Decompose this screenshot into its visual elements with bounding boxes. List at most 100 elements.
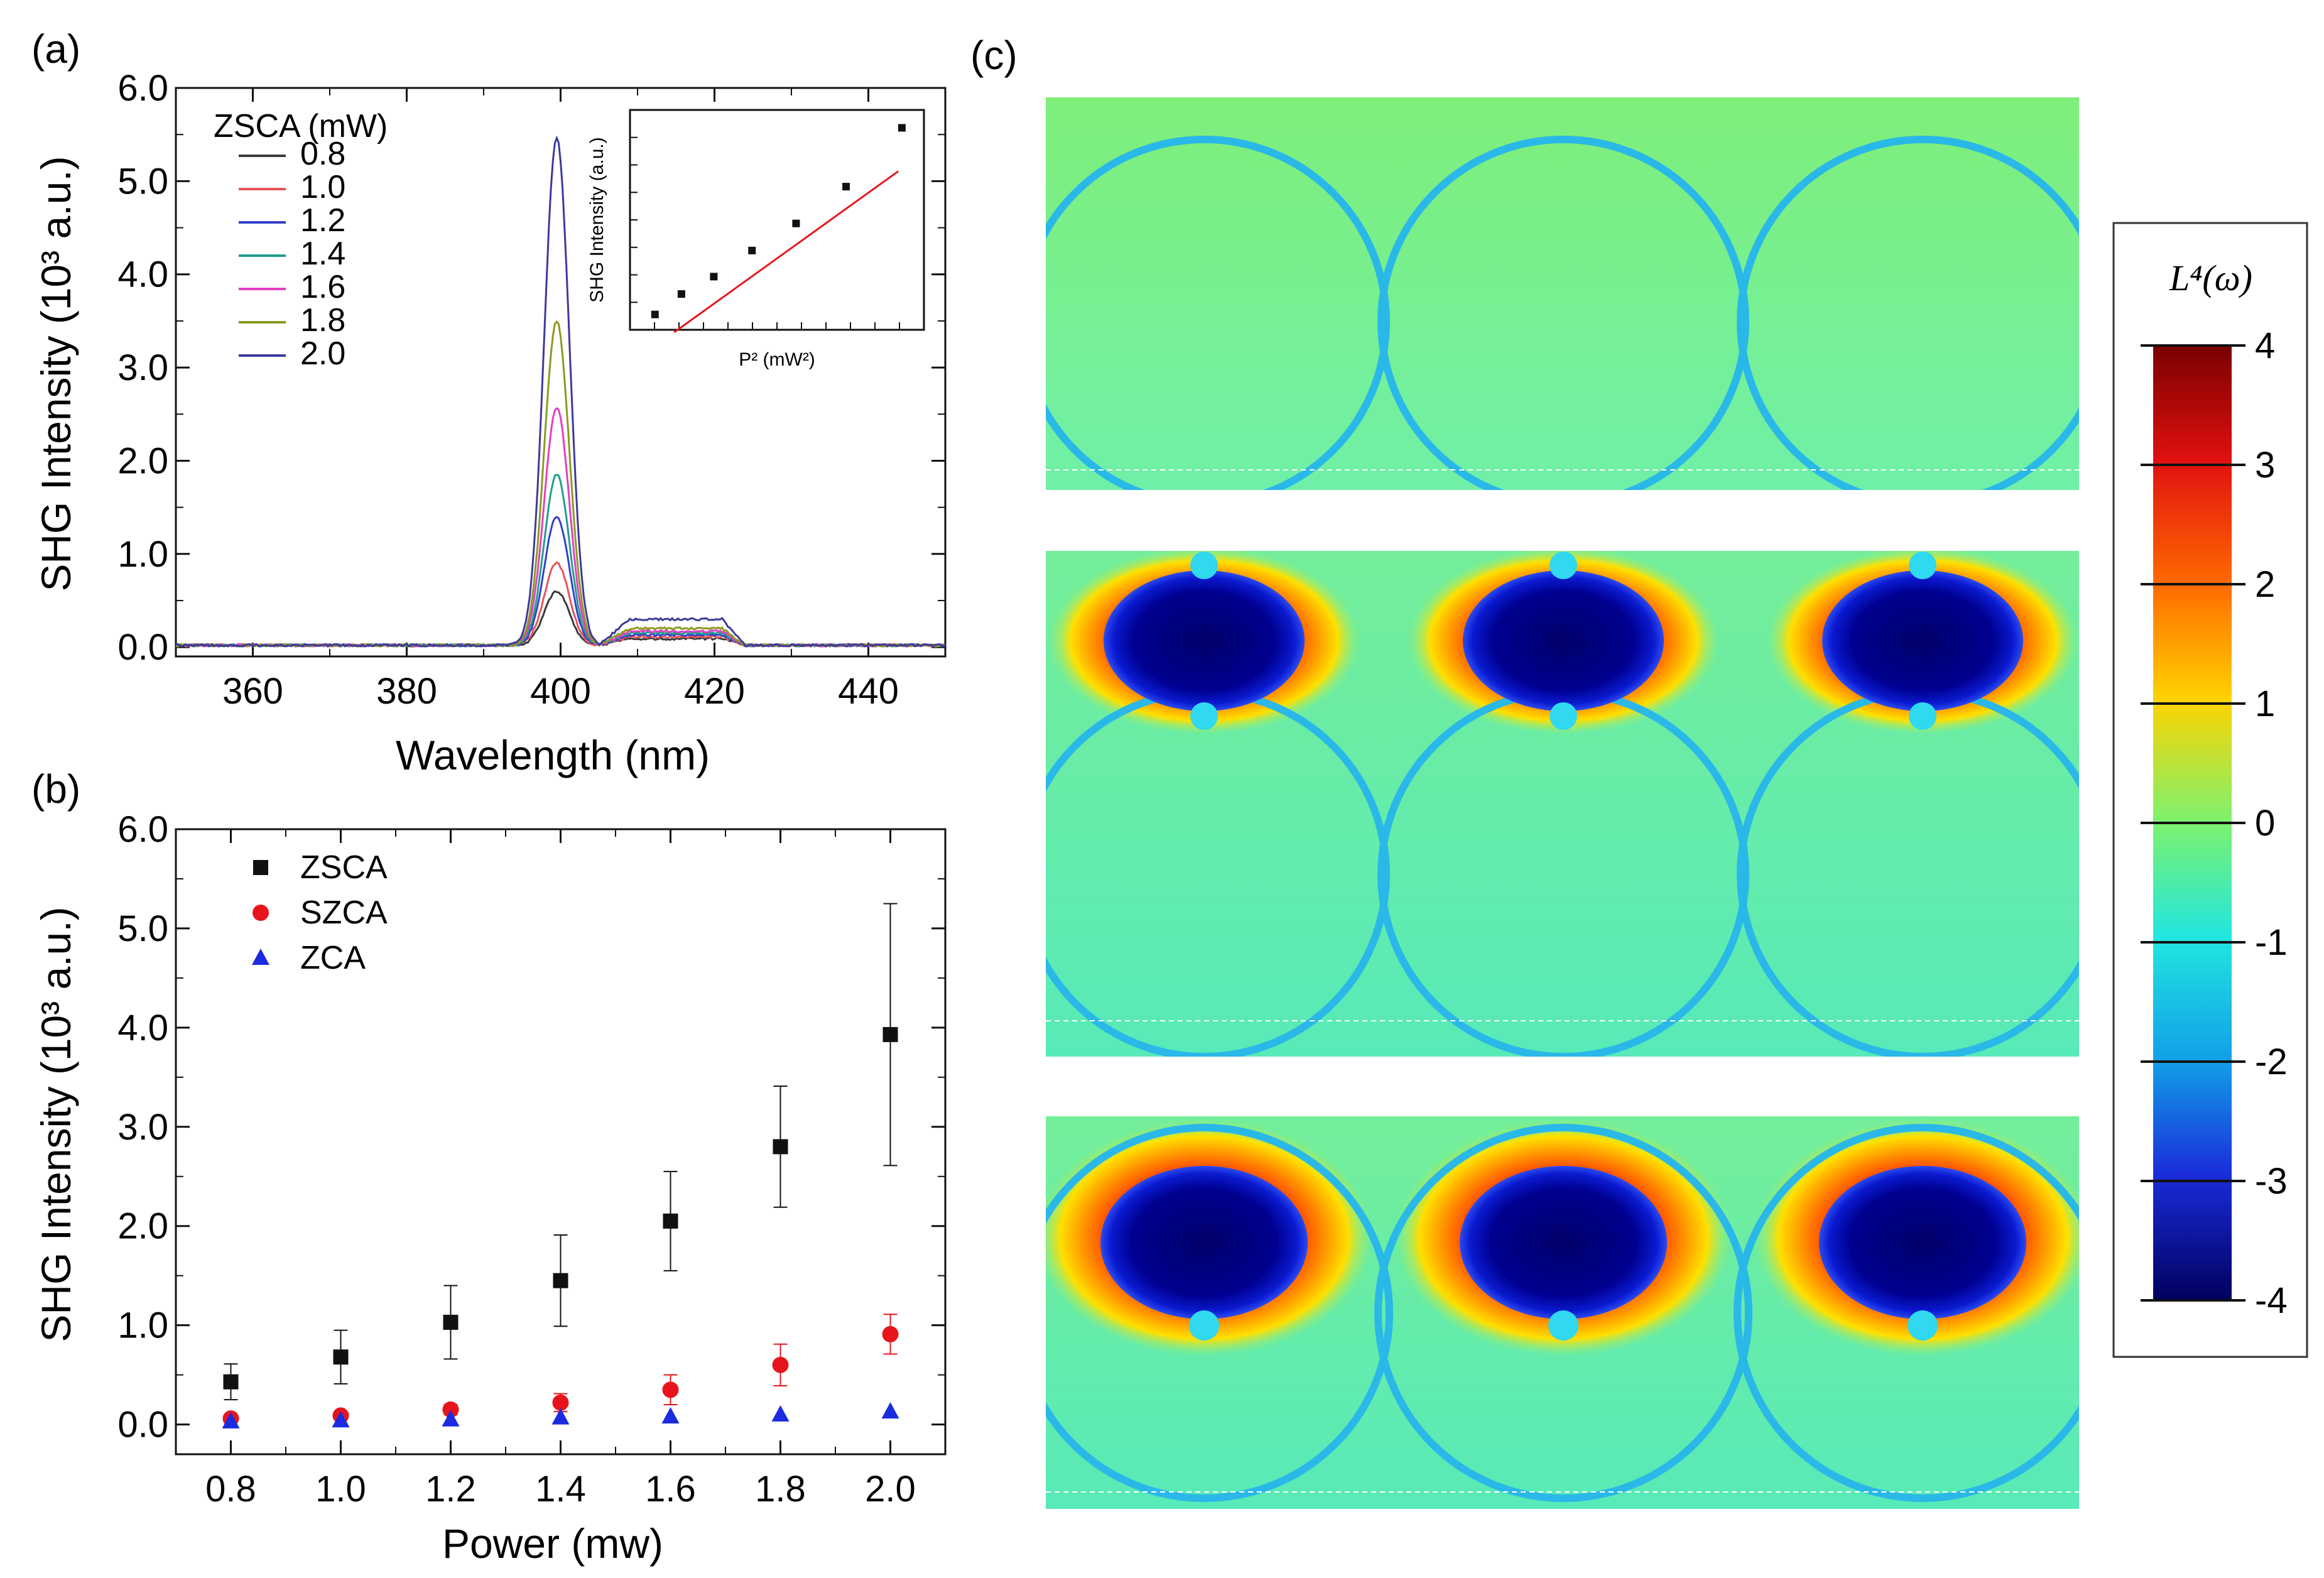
a-x-tick-label: 360: [222, 671, 283, 712]
point-ZCA: [332, 1411, 350, 1428]
inset-point: [651, 310, 659, 318]
field-map-middle-node: [1190, 702, 1218, 730]
legend-label-1.6: 1.6: [300, 269, 345, 305]
field-map-top-ring: [1046, 136, 1390, 490]
legend-label-ZSCA: ZSCA: [300, 849, 388, 886]
b-y-tick-label: 5.0: [117, 908, 168, 949]
legend-label-1.0: 1.0: [300, 169, 345, 205]
colorbar-tick-label: 0: [2255, 803, 2275, 844]
inset-point: [898, 124, 906, 132]
inset-point: [710, 273, 718, 281]
inset-point: [842, 183, 850, 191]
a-y-tick-label: 4.0: [117, 254, 168, 295]
panel-a-spectra: [176, 135, 945, 648]
spectrum-1.2: [176, 516, 945, 648]
field-map-bottom-particle: [1819, 1166, 2026, 1319]
point-SZCA: [442, 1401, 459, 1418]
colorbar-title: L⁴(ω): [2169, 258, 2252, 298]
field-map-middle-particles: [1104, 552, 2023, 730]
point-ZSCA: [443, 1314, 459, 1330]
panel-a-x-tick-labels: 360 380 400 420 440: [222, 671, 899, 712]
a-y-tick-label: 5.0: [117, 161, 168, 202]
panel-b-x-axis-title: Power (mw): [442, 1520, 663, 1567]
field-map-bottom-node: [1548, 1310, 1578, 1341]
panel-a-legend-title: ZSCA (mW): [214, 108, 388, 144]
a-y-tick-label: 1.0: [117, 534, 168, 575]
panel-a-y-axis-title: SHG Intensity (10³ a.u.): [33, 156, 79, 591]
inset-point: [748, 246, 756, 254]
field-map-bottom-particles: [1100, 1166, 2026, 1341]
point-ZSCA: [663, 1213, 678, 1229]
panel-b-frame: [175, 828, 947, 1456]
point-ZCA: [881, 1402, 899, 1419]
colorbar-tick-label: 4: [2255, 325, 2275, 366]
b-y-tick-label: 0.0: [117, 1405, 168, 1445]
b-x-tick-label: 1.2: [425, 1469, 476, 1510]
b-y-tick-label: 4.0: [117, 1008, 168, 1048]
panel-a-y-tick-labels: 0.0 1.0 2.0 3.0 4.0 5.0 6.0: [117, 68, 168, 668]
legend-marker-ZCA: [252, 949, 269, 965]
panel-b-label: (b): [31, 766, 80, 812]
inset-ticks: [630, 136, 900, 330]
legend-label-ZCA: ZCA: [300, 940, 366, 976]
panel-b-ticks: [176, 828, 945, 1454]
a-x-tick-label: 440: [838, 671, 899, 712]
field-map-middle-node: [1909, 702, 1936, 730]
field-map-middle-node: [1550, 552, 1577, 579]
field-map-bottom-particle: [1100, 1166, 1308, 1319]
colorbar-tick-label: 1: [2255, 683, 2275, 724]
field-map-top-background: [1046, 97, 2079, 490]
field-map-bottom-ring: [1734, 1124, 2079, 1502]
point-ZCA: [661, 1407, 680, 1423]
field-map-top-ring: [1377, 136, 1749, 490]
inset-fit-line: [673, 170, 899, 334]
panel-b-y-axis-title: SHG Intensity (10³ a.u.): [33, 906, 79, 1342]
colorbar-tick-label: -2: [2255, 1042, 2288, 1082]
b-y-tick-label: 6.0: [117, 809, 168, 850]
colorbar-tick-label: -3: [2255, 1161, 2288, 1202]
spectrum-1.0: [176, 561, 945, 648]
field-map-top-rings: [1046, 136, 2079, 490]
panel-b: (b) 0.0 1.0 2.0 3.0 4.0 5.0 6.0 0.8 1.0 1.2 1.4 1.…: [31, 766, 947, 1567]
legend-label-SZCA: SZCA: [300, 895, 388, 931]
b-x-tick-label: 1.6: [645, 1469, 696, 1510]
inset-point: [677, 290, 685, 298]
b-x-tick-label: 2.0: [865, 1469, 916, 1510]
point-ZSCA: [223, 1374, 239, 1390]
field-map-middle-node: [1550, 702, 1577, 730]
spectrum-1.6: [176, 407, 945, 648]
a-x-tick-label: 400: [530, 671, 591, 712]
inset-points: [651, 124, 906, 318]
colorbar-tick-label: -1: [2255, 922, 2288, 963]
spectrum-0.8: [176, 590, 945, 648]
field-map-middle-particle: [1822, 570, 2023, 711]
a-x-tick-label: 420: [684, 671, 745, 712]
point-ZSCA: [882, 1026, 898, 1042]
point-SZCA: [662, 1381, 679, 1398]
inset-y-axis-title: SHG Intensity (a.u.): [587, 137, 607, 302]
field-map-bottom-particle: [1460, 1166, 1667, 1319]
field-map-bottom-node: [1908, 1310, 1938, 1341]
panel-a-x-axis-title: Wavelength (nm): [396, 732, 710, 778]
panel-c-label: (c): [970, 33, 1018, 78]
point-ZCA: [771, 1405, 790, 1422]
a-y-tick-label: 6.0: [117, 68, 168, 109]
point-ZCA: [222, 1412, 240, 1428]
a-y-tick-label: 2.0: [117, 440, 168, 481]
b-y-tick-label: 2.0: [117, 1206, 168, 1247]
point-SZCA: [772, 1356, 789, 1373]
panel-a: (a) 0.0 1.0 2.0 3.0 4.0 5.0 6.0 360 380 400 420 44…: [31, 26, 947, 778]
point-ZSCA: [773, 1139, 788, 1155]
a-y-tick-label: 0.0: [117, 627, 168, 668]
inset-x-axis-title: P² (mW²): [739, 349, 815, 370]
legend-label-1.8: 1.8: [300, 302, 345, 339]
panel-c: (c): [970, 33, 2308, 1509]
field-map-top: [1046, 97, 2079, 490]
colorbar-ticks: 4 3 2 1 0 -1 -2 -3 -4: [2141, 325, 2288, 1321]
field-map-bottom-rings: [1046, 1124, 2079, 1502]
point-ZSCA: [333, 1349, 349, 1365]
field-map-middle-particle: [1104, 570, 1305, 711]
panel-a-inset: P² (mW²) SHG Intensity (a.u.): [587, 109, 925, 370]
point-ZCA: [551, 1408, 570, 1425]
